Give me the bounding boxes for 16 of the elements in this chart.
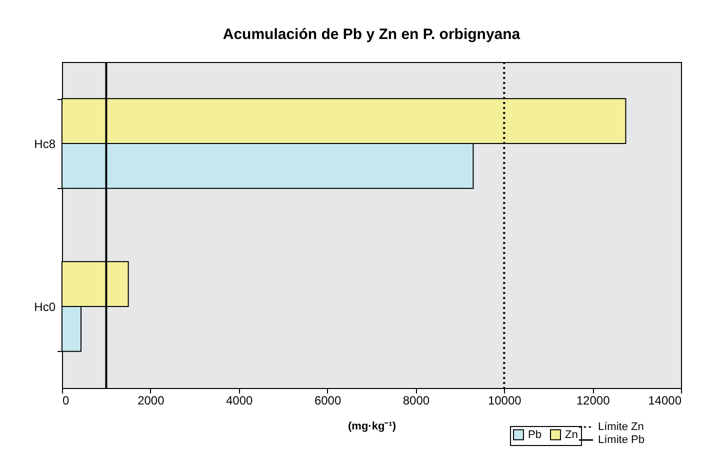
x-tick-label: 6000 [314, 394, 342, 408]
x-tick-label: 8000 [402, 394, 430, 408]
x-tick-label: 10000 [488, 394, 522, 408]
legend-label: Zn [565, 428, 578, 441]
legend-label: Pb [528, 428, 542, 441]
x-tick-label: 4000 [226, 394, 254, 408]
x-tick-label: 14000 [648, 394, 682, 408]
x-tick-label: 12000 [576, 394, 610, 408]
x-tick-label: 2000 [138, 394, 165, 408]
legend-label: Límite Pb [598, 434, 644, 446]
x-tick-label: 0 [62, 394, 70, 408]
x-axis-title: (mg·kg⁻¹) [348, 420, 396, 432]
chart-title: Acumulación de Pb y Zn en P. orbignyana [222, 26, 521, 43]
legend-label: Límite Zn [598, 421, 644, 433]
y-tick-label: Hc0 [34, 300, 56, 314]
y-tick-label: Hc8 [34, 137, 56, 151]
